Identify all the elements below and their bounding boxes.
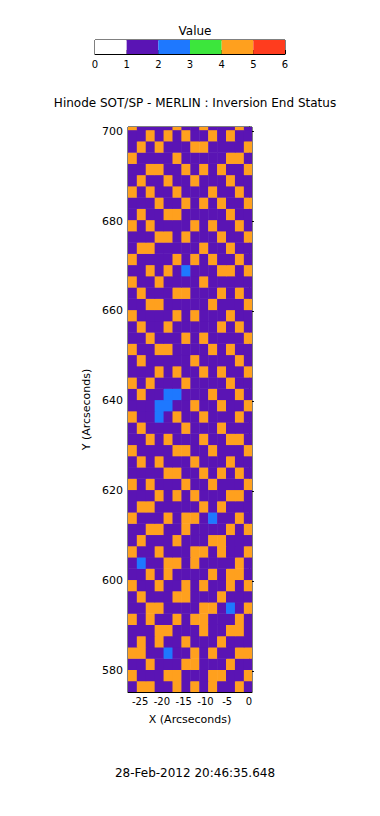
svg-text:0: 0	[92, 59, 98, 70]
svg-text:Y (Arcseconds): Y (Arcseconds)	[80, 369, 93, 452]
svg-text:640: 640	[102, 394, 123, 407]
svg-text:1: 1	[123, 59, 129, 70]
svg-text:-5: -5	[222, 696, 232, 707]
svg-text:-10: -10	[197, 696, 213, 707]
svg-text:4: 4	[218, 59, 224, 70]
svg-text:-15: -15	[176, 696, 192, 707]
svg-text:Value: Value	[179, 24, 212, 38]
svg-text:0: 0	[246, 696, 252, 707]
svg-text:580: 580	[102, 664, 123, 677]
svg-text:3: 3	[187, 59, 193, 70]
svg-text:-25: -25	[132, 696, 148, 707]
svg-text:620: 620	[102, 484, 123, 497]
svg-text:6: 6	[282, 59, 288, 70]
svg-text:700: 700	[102, 125, 123, 138]
svg-text:600: 600	[102, 574, 123, 587]
svg-text:680: 680	[102, 215, 123, 228]
svg-text:28-Feb-2012 20:46:35.648: 28-Feb-2012 20:46:35.648	[115, 766, 275, 780]
svg-text:Hinode SOT/SP - MERLIN : Inver: Hinode SOT/SP - MERLIN : Inversion End S…	[54, 96, 336, 110]
svg-text:5: 5	[250, 59, 256, 70]
svg-text:-20: -20	[154, 696, 170, 707]
svg-text:X (Arcseconds): X (Arcseconds)	[149, 713, 231, 726]
svg-text:2: 2	[155, 59, 161, 70]
svg-text:660: 660	[102, 304, 123, 317]
